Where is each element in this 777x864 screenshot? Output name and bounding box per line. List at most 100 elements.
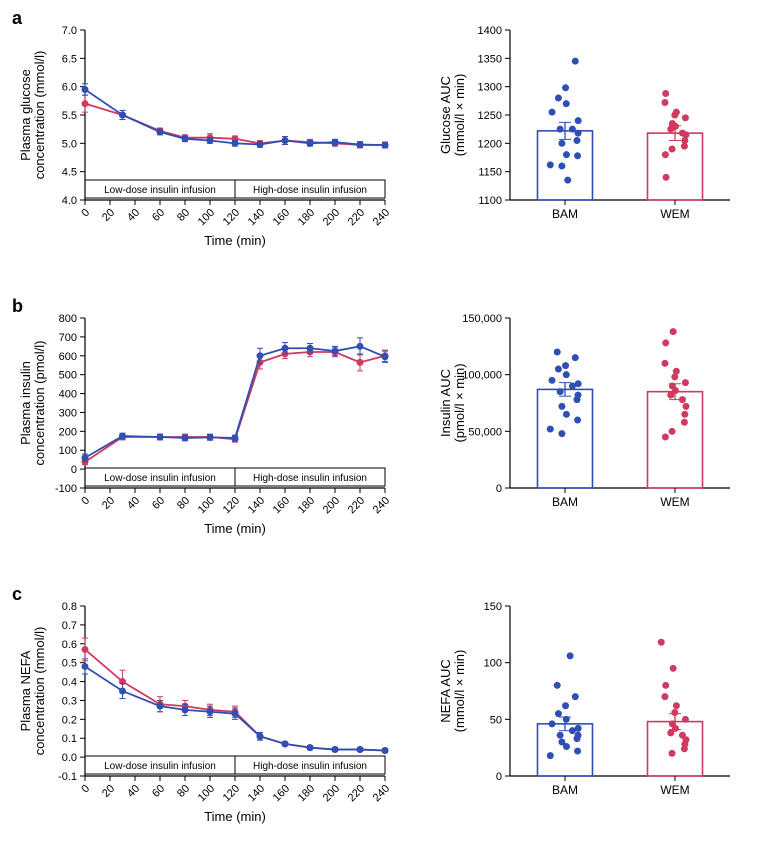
- svg-text:1400: 1400: [478, 25, 502, 37]
- svg-text:100: 100: [59, 445, 77, 457]
- svg-text:100: 100: [484, 658, 502, 670]
- svg-text:40: 40: [125, 495, 142, 512]
- svg-text:Low-dose insulin infusion: Low-dose insulin infusion: [104, 473, 216, 484]
- svg-text:80: 80: [175, 495, 192, 512]
- panel-b-line-chart: -100010020030040050060070080002040608010…: [0, 288, 430, 576]
- svg-text:240: 240: [371, 207, 392, 228]
- svg-text:100: 100: [196, 783, 217, 804]
- svg-text:Plasma insulinconcentration (p: Plasma insulinconcentration (pmol/l): [18, 341, 47, 466]
- panel-c-bar-chart: 050100150NEFA AUC(mmol/l × min)BAMWEM: [430, 576, 777, 864]
- svg-text:180: 180: [296, 495, 317, 516]
- svg-text:Time (min): Time (min): [204, 521, 266, 536]
- svg-text:100: 100: [196, 495, 217, 516]
- svg-text:1300: 1300: [478, 82, 502, 94]
- svg-text:6.0: 6.0: [62, 82, 77, 94]
- svg-text:High-dose insulin infusion: High-dose insulin infusion: [253, 185, 367, 196]
- svg-text:0.8: 0.8: [62, 601, 77, 613]
- panel-a-line-chart: 4.04.55.05.56.06.57.00204060801001201401…: [0, 0, 430, 288]
- svg-text:60: 60: [150, 207, 167, 224]
- svg-text:Time (min): Time (min): [204, 233, 266, 248]
- svg-text:20: 20: [100, 783, 117, 800]
- svg-text:60: 60: [150, 783, 167, 800]
- svg-text:60: 60: [150, 495, 167, 512]
- svg-text:140: 140: [246, 495, 267, 516]
- svg-text:220: 220: [346, 207, 367, 228]
- svg-text:0: 0: [79, 495, 92, 508]
- svg-text:220: 220: [346, 783, 367, 804]
- svg-text:0: 0: [496, 771, 502, 783]
- svg-text:-100: -100: [55, 483, 77, 495]
- svg-text:6.5: 6.5: [62, 53, 77, 65]
- svg-text:140: 140: [246, 207, 267, 228]
- svg-text:80: 80: [175, 207, 192, 224]
- svg-text:120: 120: [221, 783, 242, 804]
- svg-text:0.5: 0.5: [62, 658, 77, 670]
- svg-text:5.0: 5.0: [62, 138, 77, 150]
- svg-text:140: 140: [246, 783, 267, 804]
- svg-text:Glucose AUC(mmol/l × min): Glucose AUC(mmol/l × min): [438, 74, 467, 157]
- svg-text:20: 20: [100, 495, 117, 512]
- svg-text:Insulin AUC(pmol/l × min): Insulin AUC(pmol/l × min): [438, 363, 467, 442]
- svg-text:500: 500: [59, 370, 77, 382]
- svg-text:200: 200: [321, 783, 342, 804]
- svg-text:40: 40: [125, 207, 142, 224]
- panel-a-bar-chart: 1100 1150 1200 1250 1300 1350 1400 Glucose AUC(…: [430, 0, 777, 288]
- svg-text:0.6: 0.6: [62, 639, 77, 651]
- svg-text:4.5: 4.5: [62, 167, 77, 179]
- svg-text:0.7: 0.7: [62, 620, 77, 632]
- svg-text:4.0: 4.0: [62, 195, 77, 207]
- svg-text:160: 160: [271, 495, 292, 516]
- svg-text:0: 0: [79, 783, 92, 796]
- svg-text:100: 100: [196, 207, 217, 228]
- svg-text:240: 240: [371, 783, 392, 804]
- svg-text:-0.1: -0.1: [58, 771, 77, 783]
- svg-text:1150: 1150: [478, 167, 502, 179]
- svg-text:0: 0: [79, 207, 92, 220]
- svg-text:200: 200: [321, 495, 342, 516]
- svg-text:80: 80: [175, 783, 192, 800]
- svg-text:5.5: 5.5: [62, 110, 77, 122]
- svg-text:150: 150: [484, 601, 502, 613]
- svg-text:180: 180: [296, 783, 317, 804]
- svg-text:600: 600: [59, 351, 77, 363]
- svg-text:0: 0: [496, 483, 502, 495]
- svg-text:50: 50: [490, 714, 502, 726]
- svg-text:50,000: 50,000: [468, 426, 502, 438]
- svg-text:120: 120: [221, 495, 242, 516]
- svg-text:1250: 1250: [478, 110, 502, 122]
- svg-text:Low-dose insulin infusion: Low-dose insulin infusion: [104, 185, 216, 196]
- svg-text:WEM: WEM: [660, 495, 689, 509]
- figure-root: a 4.04.55.05.56.06.57.002040608010012014…: [0, 0, 777, 864]
- svg-text:20: 20: [100, 207, 117, 224]
- svg-text:120: 120: [221, 207, 242, 228]
- svg-text:180: 180: [296, 207, 317, 228]
- svg-text:BAM: BAM: [552, 495, 578, 509]
- svg-text:High-dose insulin infusion: High-dose insulin infusion: [253, 761, 367, 772]
- svg-text:Low-dose insulin infusion: Low-dose insulin infusion: [104, 761, 216, 772]
- svg-text:1200: 1200: [478, 138, 502, 150]
- svg-text:Time (min): Time (min): [204, 809, 266, 824]
- svg-text:1350: 1350: [478, 53, 502, 65]
- svg-text:Plasma glucoseconcentration (m: Plasma glucoseconcentration (mmol/l): [18, 51, 47, 180]
- panel-c-line-chart: -0.10.00.10.20.30.40.50.60.70.8020406080…: [0, 576, 430, 864]
- svg-text:1100: 1100: [478, 195, 502, 207]
- svg-text:WEM: WEM: [660, 207, 689, 221]
- svg-text:200: 200: [59, 426, 77, 438]
- panel-b-bar-chart: 050,000100,000150,000Insulin AUC(pmol/l …: [430, 288, 777, 576]
- svg-text:NEFA AUC(mmol/l × min): NEFA AUC(mmol/l × min): [438, 650, 467, 733]
- svg-text:0: 0: [71, 464, 77, 476]
- svg-text:800: 800: [59, 313, 77, 325]
- svg-text:160: 160: [271, 207, 292, 228]
- svg-text:240: 240: [371, 495, 392, 516]
- svg-text:High-dose insulin infusion: High-dose insulin infusion: [253, 473, 367, 484]
- svg-text:0.4: 0.4: [62, 677, 77, 689]
- svg-text:7.0: 7.0: [62, 25, 77, 37]
- svg-text:0.1: 0.1: [62, 733, 77, 745]
- svg-text:100,000: 100,000: [462, 370, 502, 382]
- svg-text:400: 400: [59, 389, 77, 401]
- svg-text:40: 40: [125, 783, 142, 800]
- svg-text:220: 220: [346, 495, 367, 516]
- svg-text:WEM: WEM: [660, 783, 689, 797]
- svg-text:300: 300: [59, 407, 77, 419]
- svg-text:0.2: 0.2: [62, 714, 77, 726]
